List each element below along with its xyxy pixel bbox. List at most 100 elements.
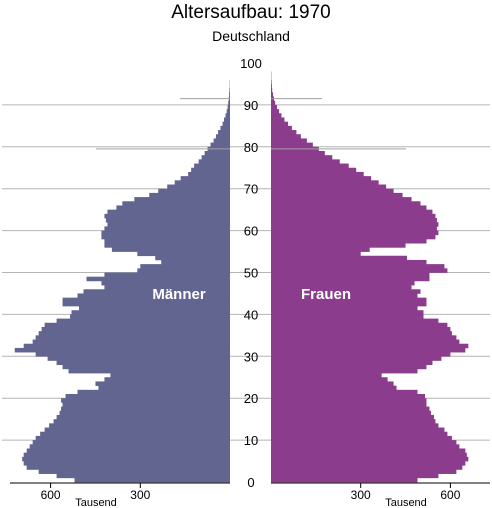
bar-frauen (271, 444, 460, 449)
bar-maenner (61, 406, 230, 412)
bar-frauen (271, 440, 457, 445)
bar-frauen (271, 79, 272, 85)
bar-frauen (271, 285, 412, 290)
bar-maenner (107, 222, 230, 227)
chart-subtitle: Deutschland (212, 28, 290, 44)
bar-frauen (271, 92, 274, 97)
bar-maenner (215, 134, 230, 139)
bar-maenner (56, 473, 230, 479)
bar-frauen (271, 419, 436, 424)
bar-maenner (213, 138, 230, 143)
bar-maenner (191, 167, 230, 173)
bar-frauen (271, 176, 372, 181)
bar-maenner (41, 326, 230, 332)
bar-frauen (271, 469, 457, 474)
bar-maenner (101, 280, 231, 286)
bar-frauen (271, 356, 442, 361)
bar-maenner (71, 310, 230, 315)
bar-maenner (229, 88, 230, 93)
bar-frauen (271, 368, 418, 374)
bar-frauen (271, 272, 430, 278)
bar-frauen (271, 448, 466, 454)
bar-frauen (271, 197, 412, 202)
bar-frauen (271, 280, 415, 286)
bar-frauen (271, 130, 297, 135)
bar-frauen (271, 125, 292, 131)
bar-maenner (174, 180, 230, 185)
bar-frauen (271, 209, 433, 215)
bar-frauen (271, 406, 430, 412)
bar-frauen (271, 113, 282, 118)
bar-frauen (271, 465, 463, 470)
bar-maenner (149, 192, 230, 198)
bar-frauen (271, 310, 424, 315)
bar-maenner (95, 381, 230, 386)
bars-frauen (271, 71, 469, 483)
bar-frauen (271, 159, 340, 164)
age-tick-label: 0 (247, 475, 254, 490)
bar-maenner (105, 218, 230, 223)
bar-frauen (271, 322, 448, 328)
bar-maenner (167, 184, 230, 190)
bar-maenner (49, 423, 231, 428)
bar-frauen (271, 477, 418, 483)
x-unit-right: Tausend (385, 497, 427, 508)
bar-maenner (137, 268, 230, 273)
age-axis: 0 10 20 30 40 50 60 70 80 90 100 (240, 56, 262, 490)
bar-maenner (229, 92, 230, 97)
x-tick-label-left: 600 (41, 488, 61, 502)
x-axis-right: 600 300 (271, 482, 490, 502)
bar-frauen (271, 104, 277, 110)
bar-maenner (111, 247, 230, 252)
bar-maenner (98, 385, 230, 391)
bar-maenner (107, 209, 230, 215)
bar-maenner (110, 373, 230, 378)
bar-frauen (271, 381, 394, 386)
bar-frauen (271, 347, 466, 353)
bar-maenner (44, 322, 231, 328)
bar-frauen (271, 306, 418, 311)
bar-frauen (271, 293, 418, 298)
bar-maenner (225, 113, 230, 118)
bar-frauen (271, 134, 301, 139)
bar-frauen (271, 230, 439, 236)
bar-frauen (271, 121, 289, 127)
bar-maenner (61, 398, 230, 403)
x-tick-label-left: 300 (130, 488, 150, 502)
bar-maenner (26, 465, 231, 470)
bar-frauen (271, 373, 382, 378)
bar-maenner (83, 289, 231, 294)
bar-frauen (271, 109, 280, 114)
age-tick-label: 60 (244, 224, 258, 239)
chart-title: Altersaufbau: 1970 (171, 2, 331, 23)
series-label-maenner: Männer (152, 286, 206, 303)
bar-maenner (35, 435, 231, 441)
bar-maenner (101, 230, 231, 236)
bar-maenner (220, 125, 230, 131)
bar-frauen (271, 289, 421, 294)
bar-maenner (26, 448, 231, 454)
bar-maenner (180, 176, 230, 181)
bar-frauen (271, 314, 424, 319)
bar-frauen (271, 188, 394, 194)
bar-frauen (271, 414, 434, 420)
bar-frauen (271, 461, 466, 466)
bar-frauen (271, 180, 379, 185)
bar-maenner (40, 431, 231, 437)
bar-maenner (194, 163, 230, 169)
bar-frauen (271, 192, 403, 198)
bar-maenner (32, 339, 230, 345)
bar-frauen (271, 142, 313, 148)
bars-maenner (14, 79, 231, 483)
bar-maenner (101, 234, 231, 240)
bar-maenner (23, 343, 230, 349)
bar-frauen (271, 343, 469, 349)
bar-maenner (59, 410, 230, 416)
bar-frauen (271, 410, 431, 416)
bar-frauen (271, 238, 427, 244)
bar-frauen (271, 364, 427, 370)
age-tick-label: 70 (244, 182, 258, 197)
age-tick-label: 100 (240, 56, 262, 71)
bar-frauen (271, 167, 357, 173)
